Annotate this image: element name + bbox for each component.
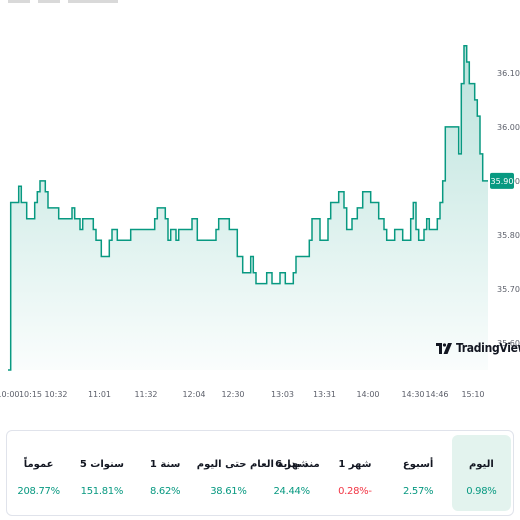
period-1[interactable]: 5 سنوات 151.81% bbox=[70, 431, 133, 515]
period-7[interactable]: اليوم 0.98% bbox=[451, 435, 511, 511]
x-tick-label: 14:46 bbox=[425, 390, 448, 399]
x-tick-label: 10:00 bbox=[0, 390, 20, 399]
x-tick-label: 10:32 bbox=[44, 390, 67, 399]
x-tick-label: 13:31 bbox=[313, 390, 336, 399]
x-tick-label: 10:15 bbox=[19, 390, 42, 399]
period-2[interactable]: 1 سنة 8.62% bbox=[134, 431, 197, 515]
y-tick-label: 35.70 bbox=[497, 285, 520, 294]
period-4[interactable]: 6 شهر 24.44% bbox=[260, 431, 323, 515]
period-change-value: 151.81% bbox=[80, 486, 124, 497]
x-tick-label: 14:00 bbox=[356, 390, 379, 399]
period-change-value: 24.44% bbox=[273, 486, 310, 497]
x-tick-label: 12:04 bbox=[182, 390, 205, 399]
tradingview-wordmark: TradingView bbox=[456, 341, 520, 355]
tradingview-logo[interactable]: TradingView bbox=[436, 341, 520, 355]
x-tick-label: 11:01 bbox=[88, 390, 111, 399]
period-label: 1 شهر bbox=[338, 459, 372, 470]
period-label: عموماً bbox=[23, 459, 54, 470]
x-tick-label: 12:30 bbox=[221, 390, 244, 399]
period-label: 5 سنوات bbox=[79, 459, 125, 470]
period-0[interactable]: عموماً 208.77% bbox=[7, 431, 70, 515]
period-6[interactable]: أسبوع 2.57% bbox=[387, 431, 450, 515]
x-tick-label: 13:03 bbox=[271, 390, 294, 399]
x-tick-label: 11:32 bbox=[134, 390, 157, 399]
area-fill-path bbox=[8, 45, 488, 371]
period-change-value: 2.57% bbox=[402, 486, 434, 497]
tradingview-icon bbox=[436, 342, 452, 354]
x-tick-label: 15:10 bbox=[461, 390, 484, 399]
price-line bbox=[8, 45, 488, 371]
period-change-value: 208.77% bbox=[17, 486, 60, 497]
period-change-value: 0.28%- bbox=[338, 486, 372, 497]
period-5[interactable]: 1 شهر 0.28%- bbox=[323, 431, 386, 515]
last-price-badge bbox=[490, 172, 514, 189]
last-price-value: 35.90 bbox=[491, 177, 514, 186]
period-label: أسبوع bbox=[402, 459, 434, 470]
last-price-label: 35.90 bbox=[490, 172, 514, 189]
period-change-value: 0.98% bbox=[466, 486, 497, 497]
top-toolbar-remnant bbox=[8, 0, 148, 4]
period-label: 6 شهر bbox=[275, 459, 309, 470]
period-label: اليوم bbox=[468, 459, 494, 470]
y-tick-label: 35.80 bbox=[497, 231, 520, 240]
period-change-value: 38.61% bbox=[210, 486, 247, 497]
y-tick-label: 36.10 bbox=[497, 69, 520, 78]
chart-canvas: 36.10 36.00 35.90 35.80 35.70 35.60 10:0010:1… bbox=[0, 45, 520, 399]
price-chart[interactable]: 36.10 36.00 35.90 35.80 35.70 35.60 10:0010:1… bbox=[0, 0, 520, 410]
y-tick-label: 36.00 bbox=[497, 123, 520, 132]
series-line bbox=[8, 45, 488, 371]
x-tick-label: 14:30 bbox=[401, 390, 424, 399]
period-change-value: 8.62% bbox=[149, 486, 181, 497]
period-3[interactable]: منذ بداية العام حتى اليوم 38.61% bbox=[196, 431, 320, 515]
period-label: 1 سنة bbox=[149, 459, 181, 470]
performance-periods: عموماً 208.77% 5 سنوات 151.81% 1 سنة 8.62% منذ… bbox=[6, 430, 514, 516]
period-label: منذ بداية العام حتى اليوم bbox=[196, 459, 320, 470]
y-tick-label: 35.60 bbox=[497, 339, 520, 348]
area-fill bbox=[8, 45, 488, 371]
